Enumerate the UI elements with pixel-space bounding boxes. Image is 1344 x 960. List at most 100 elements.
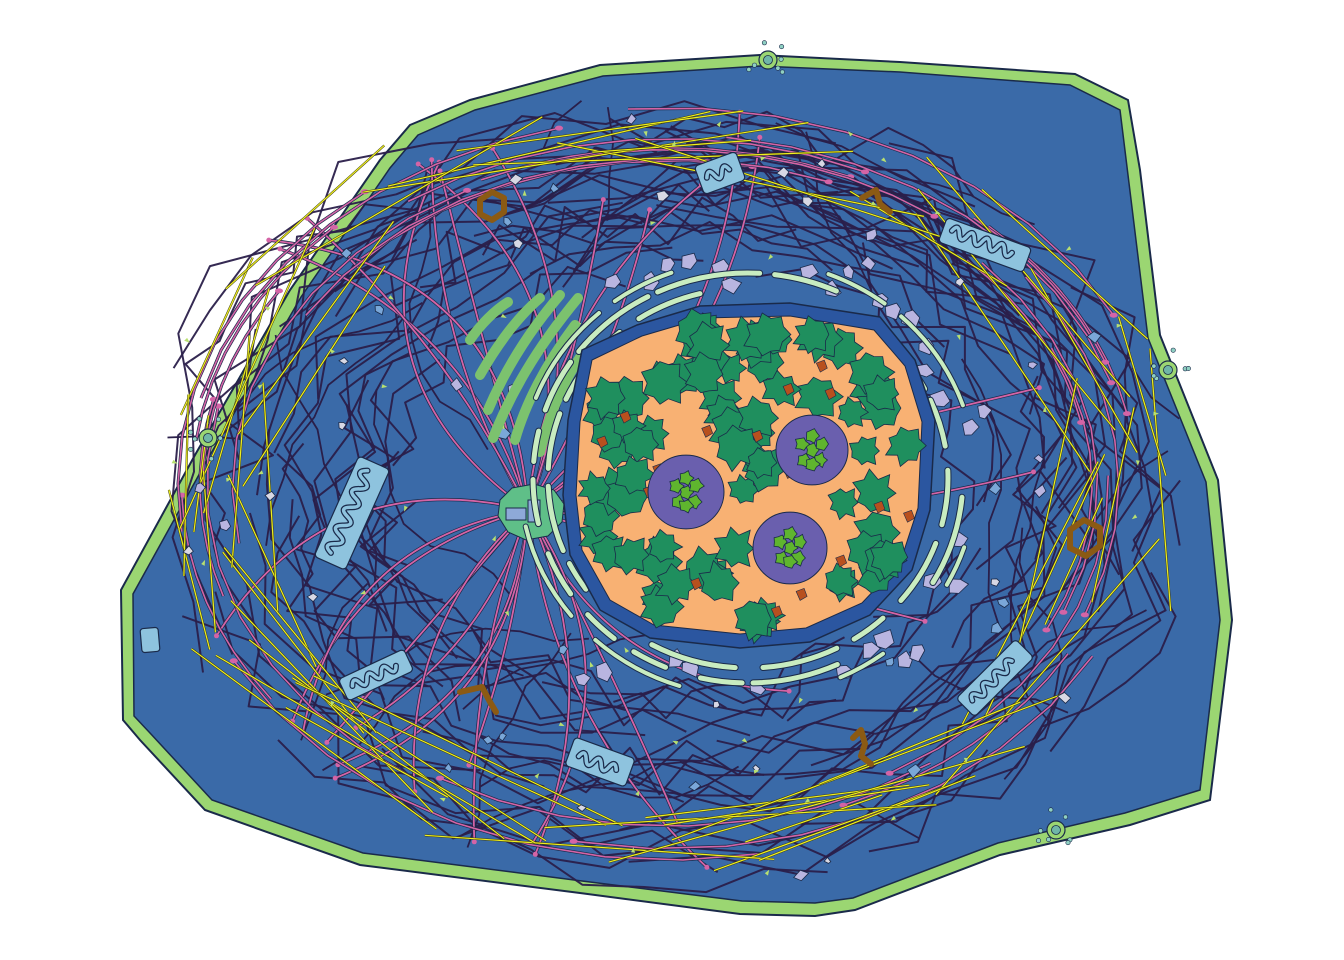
microtubule-tip bbox=[330, 224, 338, 230]
chromatin bbox=[737, 395, 780, 438]
actin-filament bbox=[313, 675, 623, 827]
microtubule-tip bbox=[463, 187, 472, 193]
mitochondrion bbox=[694, 151, 746, 195]
microtubule-tip bbox=[1036, 385, 1042, 391]
granule bbox=[1116, 323, 1123, 328]
vesicle bbox=[721, 277, 743, 295]
vesicle bbox=[219, 519, 232, 532]
actin-filament bbox=[231, 335, 251, 568]
peroxisome-layer bbox=[457, 187, 1103, 767]
microtubule bbox=[326, 509, 529, 743]
vesicle bbox=[306, 592, 319, 603]
microtubule-tip bbox=[569, 838, 578, 844]
chromatin bbox=[792, 315, 830, 355]
granule bbox=[264, 306, 271, 311]
actin-filament bbox=[1149, 348, 1172, 612]
microtubule bbox=[291, 509, 529, 722]
secreted-particle bbox=[188, 446, 194, 452]
vesicle bbox=[802, 196, 814, 208]
vesicle bbox=[625, 112, 637, 125]
chromatin bbox=[746, 447, 778, 479]
granule bbox=[635, 790, 640, 797]
er-cisterna bbox=[612, 270, 674, 304]
vesicle bbox=[955, 276, 965, 288]
vesicle bbox=[450, 377, 464, 392]
microtubule-tip bbox=[436, 775, 444, 781]
microtubule bbox=[407, 138, 866, 203]
granule bbox=[184, 337, 190, 343]
granule bbox=[768, 254, 774, 260]
vesicle bbox=[885, 656, 895, 667]
granule bbox=[534, 773, 540, 779]
nuclear-granule bbox=[835, 554, 848, 568]
er-cisterna bbox=[898, 540, 939, 603]
microtubule bbox=[202, 290, 280, 488]
actin-filament bbox=[248, 639, 505, 840]
microtubule bbox=[527, 199, 605, 511]
nucleolus-core bbox=[669, 477, 685, 494]
vesicle bbox=[909, 644, 926, 663]
intermediate-filament bbox=[265, 314, 407, 546]
granule bbox=[226, 477, 232, 482]
granule bbox=[522, 190, 527, 196]
intermediate-filament bbox=[608, 110, 975, 198]
microtubule bbox=[200, 127, 560, 399]
chromatin bbox=[863, 374, 900, 411]
crista bbox=[969, 658, 1014, 703]
microtubule-tip bbox=[277, 246, 283, 252]
microtubule-tip bbox=[275, 288, 283, 294]
vesicle bbox=[595, 661, 613, 683]
vesicle bbox=[990, 578, 1001, 587]
er-cisterna bbox=[899, 314, 965, 408]
intermediate-filament bbox=[408, 201, 489, 451]
granule bbox=[753, 769, 760, 774]
secreted-particle bbox=[746, 67, 752, 73]
chromatin bbox=[713, 526, 755, 568]
actin-filament bbox=[424, 834, 775, 860]
exocytosis-layer bbox=[188, 40, 1191, 846]
granule bbox=[848, 131, 854, 137]
microtubule-tip bbox=[1059, 609, 1068, 615]
microtubule-tip bbox=[704, 864, 710, 870]
er-cisterna bbox=[542, 359, 574, 413]
granule bbox=[1153, 411, 1159, 416]
vesicle bbox=[823, 856, 832, 864]
mitochondria-layer bbox=[139, 151, 1033, 787]
actin-filament bbox=[191, 648, 437, 830]
granule bbox=[913, 707, 919, 713]
er-cisterna bbox=[750, 662, 840, 686]
granule bbox=[257, 384, 263, 390]
vesicle bbox=[1033, 483, 1047, 499]
microtubule-tip bbox=[266, 237, 272, 243]
microtubule bbox=[206, 405, 418, 781]
er-cisterna bbox=[566, 561, 589, 592]
vesicle bbox=[1033, 454, 1044, 464]
vesicle bbox=[1056, 692, 1072, 704]
chromatin bbox=[848, 436, 880, 466]
intermediate-filament bbox=[572, 106, 615, 273]
er-cisterna bbox=[531, 428, 542, 464]
er-cisterna bbox=[772, 272, 839, 294]
er-cisterna bbox=[760, 645, 840, 670]
microtubule-tip bbox=[324, 739, 330, 745]
granule bbox=[1042, 406, 1047, 413]
granule bbox=[956, 334, 961, 341]
microtubule-tip bbox=[415, 161, 421, 167]
granule bbox=[491, 535, 496, 542]
chromatin bbox=[743, 312, 792, 357]
crista bbox=[705, 164, 732, 181]
chromatin bbox=[584, 376, 626, 421]
actin-filament bbox=[1044, 497, 1103, 625]
vesicle bbox=[688, 780, 702, 792]
exocytosis-vesicle bbox=[203, 433, 213, 443]
actin-filament bbox=[935, 538, 1160, 796]
actin-filament bbox=[1030, 268, 1138, 453]
er-cisterna bbox=[533, 311, 601, 400]
actin-filament bbox=[215, 654, 536, 844]
microtubule-tip bbox=[1109, 312, 1118, 318]
vesicle bbox=[996, 597, 1010, 609]
granule bbox=[360, 590, 366, 595]
microtubule-tip bbox=[647, 207, 653, 213]
vesicle bbox=[338, 421, 347, 431]
vesicle bbox=[194, 482, 207, 494]
